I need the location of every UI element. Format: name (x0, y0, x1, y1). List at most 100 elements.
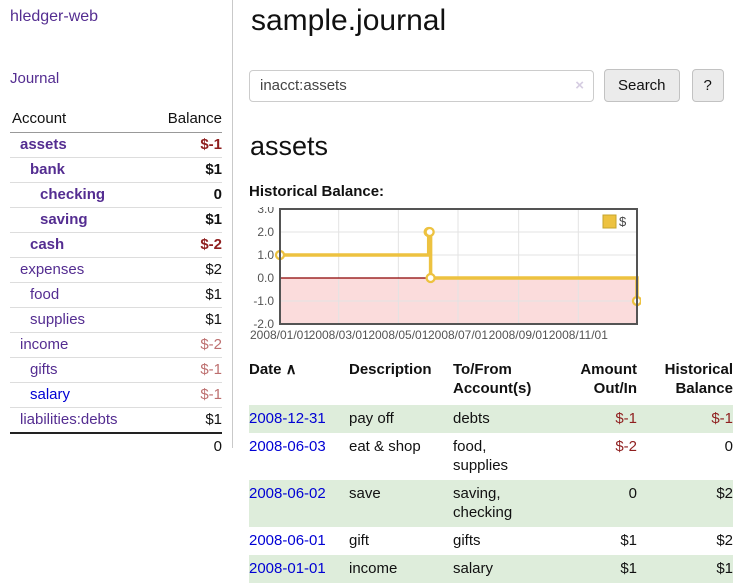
account-balance: $1 (149, 207, 222, 233)
sidebar-nav: Journal (10, 70, 222, 88)
account-link[interactable]: supplies (30, 311, 86, 328)
account-row: checking 0 (10, 182, 222, 208)
account-row: food $1 (10, 282, 222, 308)
accounts-header-row: Account Balance (10, 109, 222, 133)
account-balance: $1 (149, 282, 222, 308)
transaction-description: eat & shop (349, 438, 421, 455)
account-link[interactable]: bank (30, 161, 66, 178)
transaction-balance: 0 (724, 438, 733, 455)
transaction-balance: $2 (716, 532, 733, 549)
account-row: expenses $2 (10, 257, 222, 283)
transaction-description: gift (349, 532, 370, 549)
accounts-header-balance: Balance (149, 109, 222, 133)
y-axis-tick-label: 0.0 (257, 271, 274, 285)
transaction-accounts: debts (453, 405, 549, 433)
transaction-amount: $1 (549, 555, 637, 583)
transaction-amount: $1 (620, 532, 637, 549)
account-row: liabilities:debts $1 (10, 407, 222, 434)
account-balance: $1 (149, 307, 222, 333)
app-title-link[interactable]: hledger-web (10, 8, 99, 25)
accounts-table: Account Balance assets $-1 bank $1 checking 0… (10, 109, 222, 459)
data-point-marker (425, 272, 436, 284)
transaction-amount: $-2 (615, 438, 637, 455)
account-balance: $1 (149, 157, 222, 183)
account-row: bank $1 (10, 157, 222, 183)
account-row: supplies $1 (10, 307, 222, 333)
search-input[interactable] (249, 69, 594, 102)
transaction-date-link[interactable]: 2008-06-01 (249, 532, 326, 549)
transaction-description: pay off (349, 405, 453, 433)
account-balance: $1 (149, 407, 222, 434)
account-balance: $-2 (149, 332, 222, 358)
register-row: 2008-01-01 income salary $1 $1 (249, 555, 733, 583)
account-link[interactable]: checking (40, 186, 106, 203)
transaction-date-link[interactable]: 2008-01-01 (249, 560, 326, 577)
account-link[interactable]: cash (30, 236, 65, 253)
nav-journal-link[interactable]: Journal (10, 70, 60, 87)
legend-label: $ (619, 214, 627, 229)
account-balance: $-1 (149, 357, 222, 383)
transaction-accounts: gifts (453, 532, 481, 549)
account-row: gifts $-1 (10, 357, 222, 383)
transaction-accounts: salary (453, 555, 549, 583)
register-header-row: Date ∧ Description To/From Account(s) Amount… (249, 358, 733, 405)
search-input-wrap: × (249, 69, 594, 102)
account-link[interactable]: saving (40, 211, 88, 228)
historical-balance-chart[interactable]: $3.0 2.0 1.0 0.0 -1.0 -2.02008/01/012008/03/0… (249, 207, 641, 345)
register-row: 2008-12-31 pay off debts $-1 $-1 (249, 405, 733, 433)
account-link[interactable]: food (30, 286, 60, 303)
account-balance: $2 (149, 257, 222, 283)
main-content: sample.journal × Search ? assets Histori… (233, 0, 742, 583)
account-link[interactable]: liabilities:debts (20, 411, 118, 428)
x-axis-tick-label: 2008/09/01 (489, 328, 549, 342)
transaction-accounts: saving, checking (453, 480, 549, 527)
data-point-marker (424, 226, 435, 238)
clear-search-icon[interactable]: × (575, 76, 584, 94)
chart-title: Historical Balance: (249, 183, 385, 200)
account-link[interactable]: assets (20, 136, 67, 153)
account-balance: $-2 (149, 232, 222, 258)
y-axis-tick-label: -2.0 (253, 317, 274, 331)
transaction-description: income (349, 555, 453, 583)
search-button[interactable]: Search (604, 69, 680, 102)
chart-frame (279, 208, 638, 325)
accounts-total-row: 0 (10, 432, 222, 459)
register-row: 2008-06-01 gift gifts $1 $2 (249, 527, 733, 555)
transaction-amount: 0 (549, 480, 637, 527)
register-column-header[interactable]: Amount Out/In (580, 361, 637, 397)
y-axis-tick-label: 1.0 (257, 248, 274, 262)
help-button[interactable]: ? (691, 69, 724, 102)
account-link[interactable]: gifts (30, 361, 58, 378)
account-link[interactable]: salary (30, 386, 71, 403)
accounts-total-spacer (10, 432, 150, 459)
transaction-date-link[interactable]: 2008-12-31 (249, 410, 326, 427)
x-axis-tick-label: 2008/01/01 (250, 328, 310, 342)
sidebar: hledger-web Journal Account Balance asse… (0, 0, 233, 459)
transaction-accounts: food, supplies (453, 438, 509, 474)
account-heading: assets (250, 131, 329, 161)
accounts-header-account: Account (10, 109, 150, 133)
account-balance: $-1 (149, 132, 222, 158)
transaction-date-link[interactable]: 2008-06-03 (249, 438, 326, 455)
transaction-balance: $-1 (637, 405, 733, 433)
account-link[interactable]: expenses (20, 261, 85, 278)
transaction-description: save (349, 480, 453, 527)
account-link[interactable]: income (20, 336, 69, 353)
register-column-header[interactable]: Date ∧ (249, 361, 297, 378)
legend-swatch (602, 214, 617, 229)
register-column-header[interactable]: Description (349, 361, 432, 378)
y-axis-tick-label: 3.0 (257, 207, 274, 216)
transaction-balance: $1 (637, 555, 733, 583)
register-column-header[interactable]: To/From Account(s) (453, 361, 532, 397)
x-axis-tick-label: 2008/05/01 (368, 328, 428, 342)
account-row: income $-2 (10, 332, 222, 358)
transaction-amount: $-1 (549, 405, 637, 433)
transaction-date-link[interactable]: 2008-06-02 (249, 485, 326, 502)
register-row: 2008-06-03 eat & shop food, supplies $-2 0 (249, 433, 733, 480)
page-title: sample.journal (251, 4, 447, 37)
register-column-header[interactable]: Historical Balance (664, 361, 733, 397)
register-row: 2008-06-02 save saving, checking 0 $2 (249, 480, 733, 527)
account-balance: $-1 (149, 382, 222, 408)
y-axis-tick-label: 2.0 (257, 225, 274, 239)
x-axis-tick-label: 2008/07/01 (428, 328, 488, 342)
